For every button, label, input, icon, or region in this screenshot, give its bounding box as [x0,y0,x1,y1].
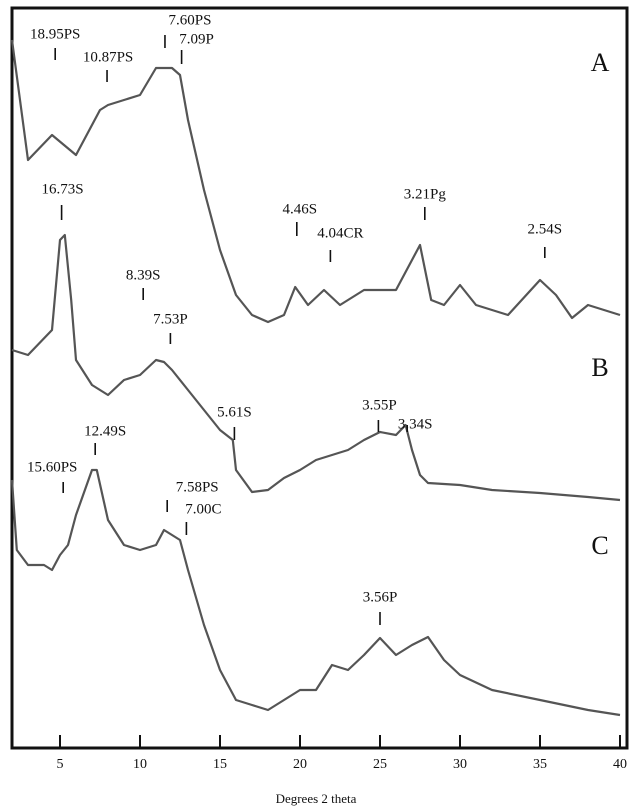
peak-label: 3.21Pg [404,186,447,202]
diffraction-trace [10,39,621,324]
diffraction-trace [10,468,621,717]
peak-label: 7.60PS [168,12,211,28]
peak-label: 10.87PS [83,49,133,65]
peak-label: 4.04CR [317,225,363,241]
x-tick-label: 40 [613,757,627,772]
diffraction-trace [11,233,621,502]
x-axis-label: Degrees 2 theta [276,791,357,806]
peak-label: 3.34S [398,416,433,432]
peak-label: 4.46S [283,201,318,217]
peak-label: 18.95PS [30,26,80,42]
peak-label: 7.00C [185,501,221,517]
peak-label: 12.49S [84,423,126,439]
peak-label: 7.09P [179,31,214,47]
series-label: C [591,531,608,560]
peak-label: 3.55P [362,397,397,413]
x-tick-label: 20 [293,757,307,772]
peak-label: 2.54S [528,221,563,237]
x-tick-label: 5 [57,757,64,772]
peak-label: 7.58PS [176,479,219,495]
plot-frame [10,6,629,750]
peak-label: 15.60PS [27,459,77,475]
series-label: A [591,48,610,77]
x-tick-label: 10 [133,757,147,772]
peak-label: 16.73S [42,181,84,197]
series-label: B [591,353,608,382]
x-tick-label: 25 [373,757,387,772]
x-tick-label: 15 [213,757,227,772]
peak-label: 3.56P [363,589,398,605]
peak-label: 8.39S [126,267,161,283]
x-tick-label: 30 [453,757,467,772]
x-tick-label: 35 [533,757,547,772]
peak-label: 7.53P [153,311,188,327]
peak-label: 5.61S [217,404,252,420]
